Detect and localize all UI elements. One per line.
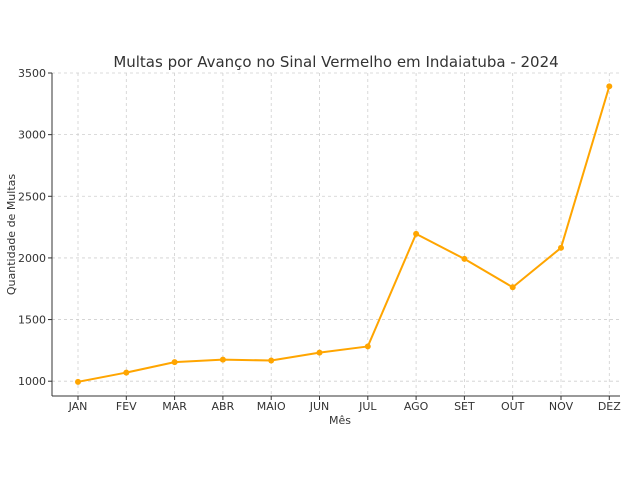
y-tick-label: 3000 bbox=[18, 129, 46, 142]
data-point bbox=[413, 230, 420, 237]
y-tick-label: 1000 bbox=[18, 375, 46, 388]
x-tick-label: MAR bbox=[162, 400, 187, 413]
data-point bbox=[75, 378, 81, 385]
data-point bbox=[461, 255, 468, 262]
x-tick-label: ABR bbox=[212, 400, 235, 413]
x-tick-label: MAIO bbox=[257, 400, 286, 413]
data-point bbox=[558, 244, 564, 251]
x-tick-label: JUN bbox=[309, 400, 330, 413]
y-tick-label: 2000 bbox=[18, 252, 46, 265]
data-point bbox=[219, 356, 226, 363]
x-tick-label: JAN bbox=[68, 400, 88, 413]
axes bbox=[51, 73, 620, 397]
x-tick-label: JUL bbox=[358, 400, 377, 413]
data-point bbox=[123, 369, 130, 376]
x-axis-title: Mês bbox=[329, 414, 351, 427]
x-tick-label: OUT bbox=[501, 400, 525, 413]
y-tick-label: 3500 bbox=[18, 67, 46, 80]
x-tick-label: AGO bbox=[404, 400, 429, 413]
data-point bbox=[606, 83, 613, 90]
y-axis-ticks: 1000 1500 2000 2500 3000 3500 bbox=[18, 67, 52, 388]
data-point bbox=[316, 349, 323, 356]
y-tick-label: 2500 bbox=[18, 190, 46, 203]
y-tick-label: 1500 bbox=[18, 314, 46, 327]
grid bbox=[52, 72, 620, 396]
data-point bbox=[171, 359, 178, 366]
x-tick-label: NOV bbox=[549, 400, 574, 413]
x-tick-label: FEV bbox=[116, 400, 137, 413]
chart-title: Multas por Avanço no Sinal Vermelho em I… bbox=[113, 53, 558, 71]
data-point bbox=[268, 357, 275, 364]
y-axis-title: Quantidade de Multas bbox=[5, 174, 18, 296]
data-point bbox=[509, 284, 516, 291]
x-tick-label: SET bbox=[454, 400, 475, 413]
x-axis-ticks: JAN FEV MAR ABR MAIO JUN JUL AGO SET OUT NOV DEZ bbox=[68, 396, 621, 413]
series-line bbox=[77, 86, 611, 383]
data-point bbox=[364, 343, 371, 350]
series-group bbox=[75, 83, 613, 385]
x-tick-label: DEZ bbox=[598, 400, 621, 413]
